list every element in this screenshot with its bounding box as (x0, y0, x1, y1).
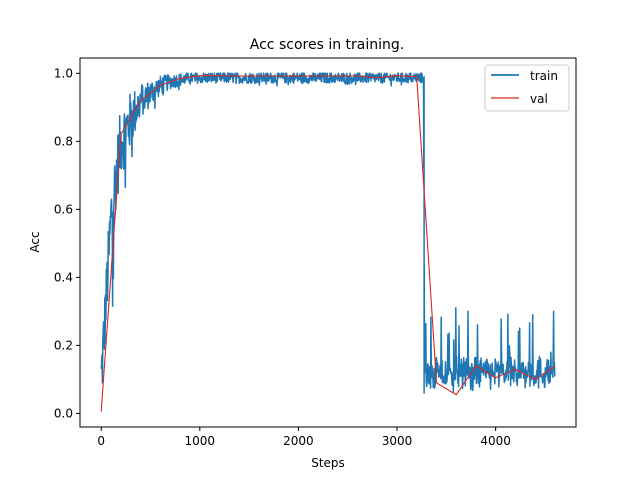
train-line (100, 72, 556, 394)
y-tick-label: 0.6 (54, 202, 73, 216)
y-tick-label: 1.0 (54, 66, 73, 80)
x-tick-label: 3000 (382, 434, 413, 448)
legend: train val (484, 64, 570, 112)
x-axis-title: Steps (311, 456, 345, 470)
train-series (100, 72, 556, 394)
chart-title: Acc scores in training. (250, 37, 404, 53)
x-axis-ticks: 0 1000 2000 3000 4000 (97, 427, 511, 448)
legend-box (484, 64, 570, 112)
plot-area (100, 72, 556, 412)
x-tick-label: 2000 (283, 434, 314, 448)
x-tick-label: 4000 (480, 434, 511, 448)
val-series (100, 75, 556, 412)
axes-frame (79, 57, 577, 428)
y-axis-ticks: 0.0 0.2 0.4 0.6 0.8 1.0 (54, 66, 80, 420)
val-line (100, 75, 556, 412)
y-tick-label: 0.8 (54, 134, 73, 148)
x-tick-label: 1000 (185, 434, 216, 448)
y-tick-label: 0.4 (54, 270, 73, 284)
legend-val-label: val (530, 92, 548, 106)
x-tick-label: 0 (97, 434, 105, 448)
y-axis-title: Acc (28, 231, 42, 252)
legend-train-label: train (530, 69, 558, 83)
y-tick-label: 0.0 (54, 406, 73, 420)
y-tick-label: 0.2 (54, 338, 73, 352)
